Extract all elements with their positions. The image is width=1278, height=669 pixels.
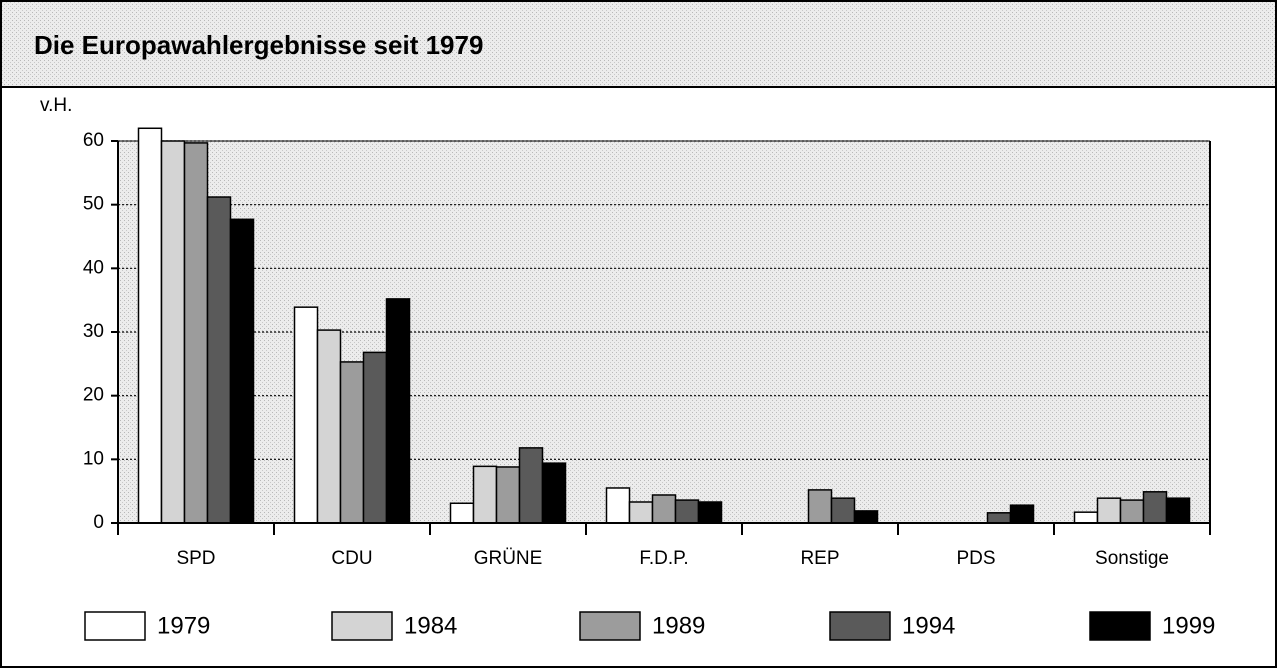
y-tick-label: 10 (83, 448, 104, 469)
bar (316, 329, 342, 524)
legend-swatch (579, 611, 641, 641)
x-tick-label: GRÜNE (474, 548, 543, 569)
y-tick-label: 0 (93, 512, 104, 533)
bar (605, 487, 631, 524)
x-tick-label: F.D.P. (639, 548, 688, 569)
bar (472, 465, 498, 524)
bar (1142, 491, 1168, 524)
bar (1009, 504, 1035, 524)
bar (651, 494, 677, 524)
x-tick-label: Sonstige (1095, 548, 1169, 569)
y-tick-label: 20 (83, 385, 104, 406)
bar (385, 298, 411, 524)
x-tick-label: CDU (331, 548, 372, 569)
legend-label: 1994 (902, 612, 955, 639)
bar (518, 447, 544, 524)
bar (183, 142, 209, 524)
legend-label: 1989 (652, 612, 705, 639)
bar (1096, 497, 1122, 524)
bar (160, 140, 186, 524)
x-tick-label: REP (800, 548, 839, 569)
legend-label: 1999 (1162, 612, 1215, 639)
bar (674, 499, 700, 524)
legend-swatch (84, 611, 146, 641)
bar (339, 361, 365, 524)
bar (293, 306, 319, 524)
bar (541, 462, 567, 524)
y-axis-label: v.H. (40, 95, 72, 116)
bar (229, 218, 255, 524)
x-tick-label: SPD (176, 548, 215, 569)
bar (697, 501, 723, 524)
bar (206, 196, 232, 524)
bar (495, 466, 521, 524)
bar (1119, 499, 1145, 524)
y-tick-label: 60 (83, 130, 104, 151)
bar (830, 497, 856, 524)
bar (1073, 511, 1099, 524)
legend-label: 1984 (404, 612, 457, 639)
y-tick-label: 50 (83, 194, 104, 215)
y-tick-label: 40 (83, 257, 104, 278)
bar (362, 351, 388, 524)
title-bar (0, 0, 1277, 88)
x-tick-label: PDS (956, 548, 995, 569)
legend-swatch (829, 611, 891, 641)
bar (449, 502, 475, 524)
y-tick-label: 30 (83, 321, 104, 342)
bar (807, 489, 833, 524)
chart-title: Die Europawahlergebnisse seit 1979 (34, 30, 483, 60)
legend-swatch (331, 611, 393, 641)
legend-swatch (1089, 611, 1151, 641)
bar (853, 510, 879, 524)
bar (137, 127, 163, 524)
legend-label: 1979 (157, 612, 210, 639)
bar (986, 512, 1012, 524)
bar (628, 501, 654, 524)
bar (1165, 497, 1191, 524)
